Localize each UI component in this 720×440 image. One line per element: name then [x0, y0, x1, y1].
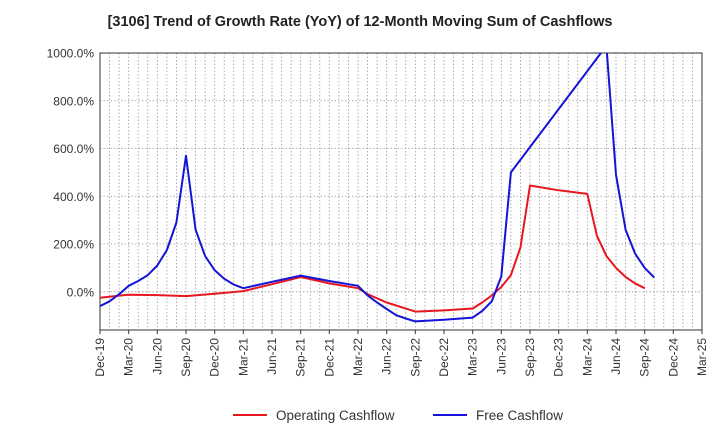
series-line-free-cashflow	[100, 53, 655, 323]
x-tick-label: Sep-22	[408, 338, 422, 377]
y-tick-label: 200.0%	[53, 238, 94, 252]
y-tick-label: 400.0%	[53, 190, 94, 204]
x-tick-label: Sep-23	[523, 338, 537, 377]
x-tick-label: Dec-21	[322, 338, 336, 377]
x-tick-label: Dec-22	[437, 338, 451, 377]
y-axis: 1000.0% 800.0% 600.0% 400.0% 200.0% 0.0%	[47, 47, 95, 300]
x-tick-label: Jun-20	[150, 338, 164, 375]
x-tick-label: Dec-24	[666, 338, 680, 377]
x-tick-label: Jun-23	[494, 338, 508, 375]
x-axis: Dec-19 Mar-20 Jun-20 Sep-20 Dec-20 Mar-21 Jun-…	[93, 330, 709, 377]
legend-label-free: Free Cashflow	[476, 407, 564, 423]
y-tick-label: 600.0%	[53, 142, 94, 156]
x-tick-label: Mar-23	[466, 338, 480, 376]
x-tick-label: Dec-19	[93, 338, 107, 377]
x-tick-label: Sep-21	[294, 338, 308, 377]
legend-label-operating: Operating Cashflow	[276, 407, 395, 423]
x-tick-label: Mar-21	[236, 338, 250, 376]
legend-item-operating-cashflow: Operating Cashflow	[233, 406, 395, 424]
y-tick-label: 0.0%	[67, 285, 95, 299]
x-tick-label: Sep-20	[179, 338, 193, 377]
series-line-operating-cashflow	[100, 184, 646, 313]
plot-frame	[99, 52, 703, 331]
legend-item-free-cashflow: Free Cashflow	[433, 406, 563, 424]
legend-swatch-free	[433, 414, 467, 416]
y-tick-label: 800.0%	[53, 94, 94, 108]
x-tick-label: Jun-21	[265, 338, 279, 375]
series-lines	[100, 53, 655, 323]
x-tick-label: Mar-22	[351, 338, 365, 376]
x-tick-label: Mar-24	[580, 338, 594, 376]
x-tick-label: Jun-24	[609, 338, 623, 375]
y-tick-label: 1000.0%	[47, 47, 95, 61]
legend-swatch-operating	[233, 414, 267, 416]
chart-title: [3106] Trend of Growth Rate (YoY) of 12-…	[107, 14, 613, 30]
x-tick-label: Dec-20	[208, 338, 222, 377]
x-tick-label: Mar-25	[695, 338, 709, 376]
x-tick-label: Jun-22	[380, 338, 394, 375]
x-tick-label: Dec-23	[552, 338, 566, 377]
x-tick-label: Sep-24	[638, 338, 652, 377]
legend: Operating Cashflow Free Cashflow	[0, 406, 720, 424]
x-tick-label: Mar-20	[122, 338, 136, 376]
